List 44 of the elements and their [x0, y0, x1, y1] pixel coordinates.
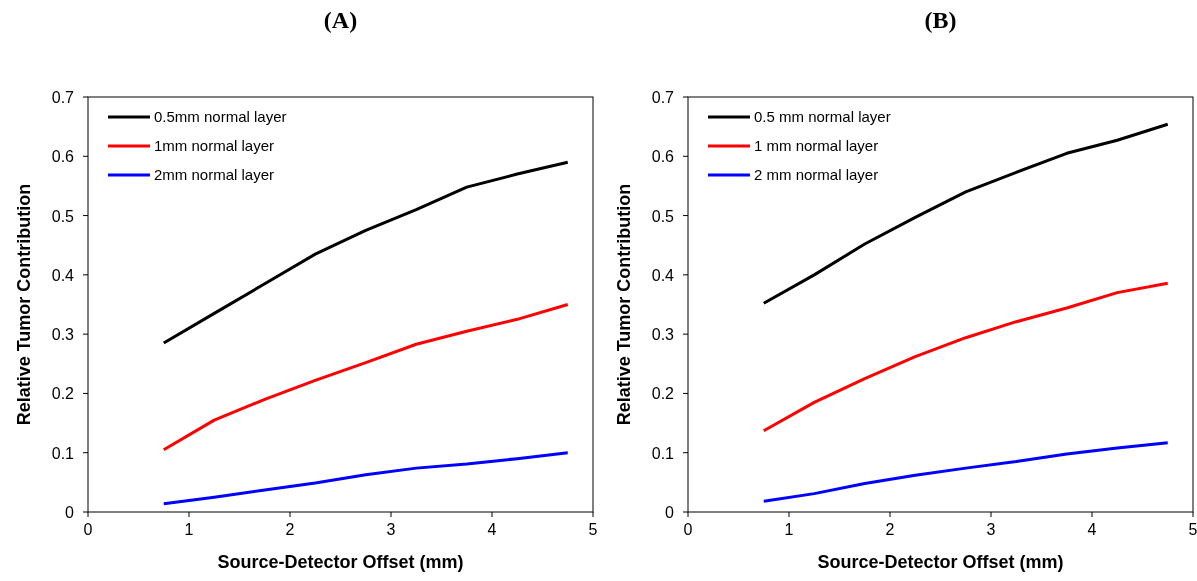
line-series [762, 441, 1170, 503]
y-axis-title: Relative Tumor Contribution [14, 183, 34, 426]
x-axis-title: Source-Detector Offset (mm) [217, 552, 464, 572]
y-tick-label: 0.1 [651, 444, 675, 462]
legend-label: 1 mm normal layer [754, 137, 879, 154]
y-tick-label: 0.6 [651, 148, 675, 166]
y-tick-label: 0.4 [651, 266, 675, 284]
line-series [162, 451, 570, 506]
x-tick-label: 4 [1087, 521, 1097, 538]
x-tick-label: 4 [487, 521, 497, 538]
x-tick-label: 2 [885, 521, 895, 538]
y-tick-label: 0.7 [651, 89, 675, 106]
x-tick-label: 0 [83, 521, 93, 538]
x-tick-label: 3 [986, 521, 996, 538]
y-tick-label: 0.3 [51, 326, 75, 344]
x-tick-label: 5 [588, 521, 598, 538]
y-tick-label: 0.2 [51, 385, 75, 403]
y-tick-label: 0 [665, 504, 675, 521]
y-tick-label: 0.4 [51, 266, 75, 284]
y-tick-label: 0.5 [51, 207, 75, 225]
x-tick-label: 0 [683, 521, 693, 538]
chart-title: (B) [924, 7, 957, 33]
x-tick-label: 1 [184, 521, 194, 538]
line-series [762, 281, 1170, 433]
y-tick-label: 0.3 [651, 326, 675, 344]
legend-label: 0.5 mm normal layer [754, 108, 891, 125]
x-axis-title: Source-Detector Offset (mm) [817, 552, 1064, 572]
chart-title: (A) [323, 7, 358, 33]
line-series [162, 303, 570, 452]
x-tick-label: 2 [285, 521, 295, 538]
legend-label: 1mm normal layer [154, 137, 275, 154]
legend-label: 2mm normal layer [154, 166, 275, 183]
y-tick-label: 0.6 [51, 148, 75, 166]
x-tick-label: 3 [386, 521, 396, 538]
y-axis-title: Relative Tumor Contribution [614, 183, 634, 426]
x-tick-label: 1 [784, 521, 794, 538]
legend-label: 2 mm normal layer [754, 166, 879, 183]
y-tick-label: 0.1 [51, 444, 75, 462]
y-tick-label: 0.7 [51, 89, 75, 106]
y-tick-label: 0.5 [651, 207, 675, 225]
y-tick-label: 0.2 [651, 385, 675, 403]
x-tick-label: 5 [1188, 521, 1197, 538]
legend-label: 0.5mm normal layer [154, 108, 287, 125]
y-tick-label: 0 [65, 504, 75, 521]
